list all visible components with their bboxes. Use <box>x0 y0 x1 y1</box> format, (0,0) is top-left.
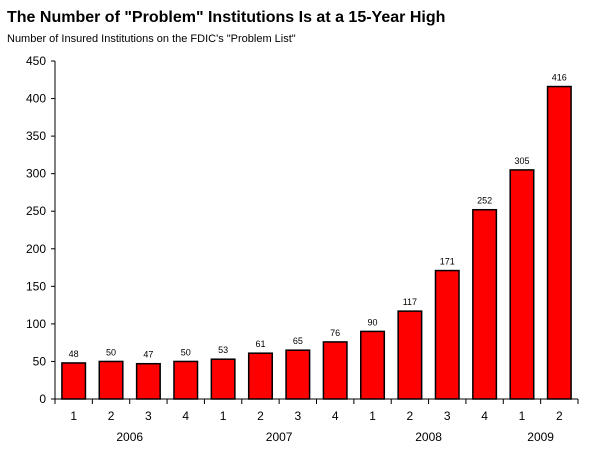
x-tick-label: 3 <box>444 409 451 423</box>
x-tick-label: 4 <box>481 409 488 423</box>
year-label: 2009 <box>527 430 554 444</box>
y-tick-label: 300 <box>26 167 46 181</box>
y-tick-label: 350 <box>26 129 46 143</box>
y-axis: 0 50 100 150 200 250 300 350 400 450 <box>26 54 56 406</box>
data-label: 50 <box>106 347 116 357</box>
x-tick-label: 2 <box>407 409 414 423</box>
data-label: 76 <box>330 328 340 338</box>
x-tick-label: 3 <box>145 409 152 423</box>
data-label: 65 <box>293 336 303 346</box>
x-tick-label: 4 <box>182 409 189 423</box>
x-tick-label: 2 <box>556 409 563 423</box>
x-tick-label: 1 <box>220 409 227 423</box>
data-label: 53 <box>218 345 228 355</box>
x-tick-label: 1 <box>519 409 526 423</box>
data-label: 50 <box>181 347 191 357</box>
data-label: 90 <box>368 317 378 327</box>
bar <box>472 208 498 400</box>
bar <box>61 362 87 400</box>
x-tick-label: 1 <box>70 409 77 423</box>
bars-group <box>61 85 572 400</box>
bar <box>546 85 572 400</box>
data-label: 305 <box>514 156 529 166</box>
data-label: 171 <box>440 257 455 267</box>
data-labels-group: 48 50 47 50 53 61 65 76 90 117 171 252 305 416 <box>69 73 567 360</box>
y-tick-label: 250 <box>26 204 46 218</box>
bar <box>210 358 236 400</box>
y-tick-label: 0 <box>39 392 46 406</box>
year-label: 2006 <box>116 430 143 444</box>
data-label: 61 <box>255 339 265 349</box>
y-tick-label: 50 <box>33 354 47 368</box>
bar <box>322 341 348 400</box>
data-label: 252 <box>477 196 492 206</box>
data-label: 117 <box>403 297 417 307</box>
chart-subtitle: Number of Insured Institutions on the FD… <box>7 33 296 45</box>
bar <box>434 269 460 400</box>
y-tick-label: 450 <box>26 54 46 68</box>
y-tick-label: 150 <box>26 279 46 293</box>
y-tick-label: 400 <box>26 92 46 106</box>
bar <box>285 349 311 400</box>
bar <box>397 310 423 400</box>
data-label: 48 <box>69 349 79 359</box>
x-tick-label: 3 <box>294 409 301 423</box>
year-label: 2008 <box>415 430 442 444</box>
y-tick-label: 200 <box>26 242 46 256</box>
bar <box>135 362 161 400</box>
bar <box>360 330 386 400</box>
x-tick-label: 4 <box>332 409 339 423</box>
bar <box>509 169 535 400</box>
bar <box>173 360 199 400</box>
data-label: 416 <box>552 73 567 83</box>
bar <box>247 352 273 400</box>
year-label: 2007 <box>266 430 293 444</box>
y-tick-label: 100 <box>26 317 46 331</box>
data-label: 47 <box>143 350 153 360</box>
x-tick-label: 2 <box>257 409 264 423</box>
x-tick-label: 1 <box>369 409 376 423</box>
chart-title: The Number of "Problem" Institutions Is … <box>7 9 446 26</box>
x-tick-label: 2 <box>108 409 115 423</box>
bar <box>98 360 124 400</box>
